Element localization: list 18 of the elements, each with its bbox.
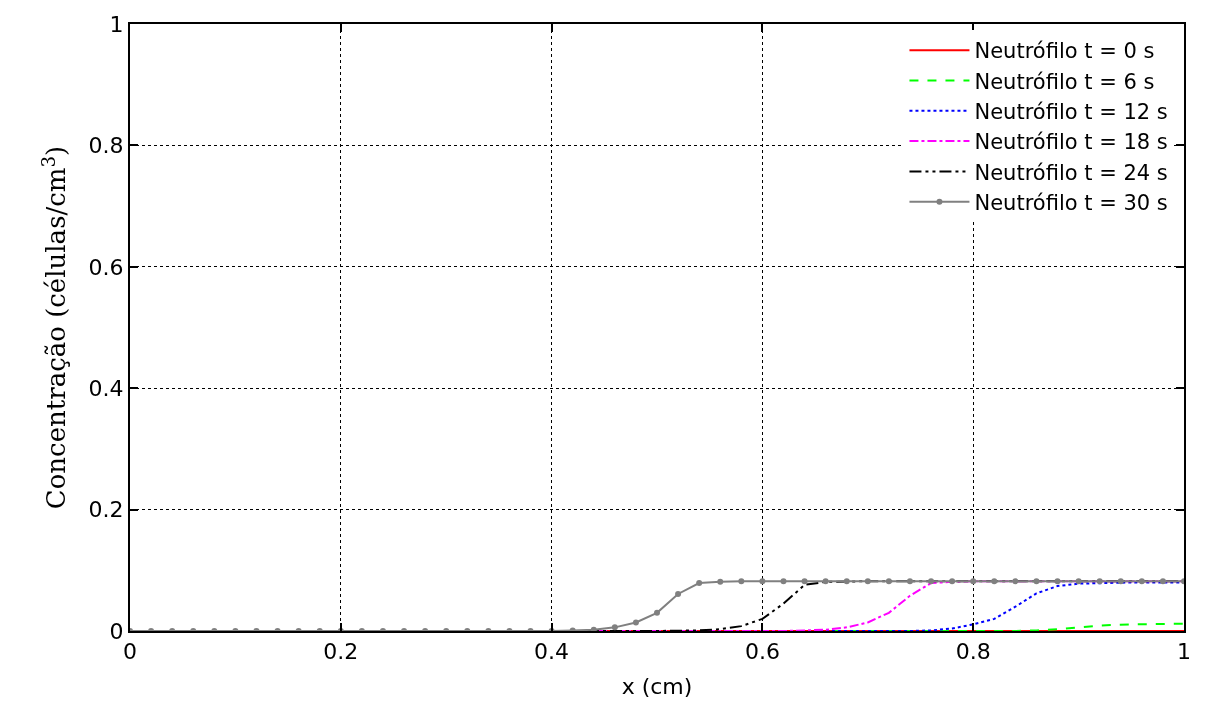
- x-tick-label: 1: [1177, 639, 1191, 665]
- x-tick-label: 0.2: [323, 639, 359, 665]
- y-tick-label: 1: [109, 11, 124, 37]
- y-tick-label: 0.8: [88, 133, 124, 159]
- legend-label: Neutrófilo t = 30 s: [974, 190, 1168, 215]
- y-tick-label: 0.4: [88, 375, 124, 401]
- y-tick-label: 0: [109, 618, 124, 644]
- y-tick-label: 0.6: [88, 254, 124, 280]
- legend-label: Neutrófilo t = 12 s: [974, 100, 1168, 125]
- legend-label: Neutrófilo t = 6 s: [974, 69, 1155, 94]
- x-tick-label: 0.4: [534, 639, 570, 665]
- x-tick-label: 0.8: [955, 639, 991, 665]
- legend-label: Neutrófilo t = 0 s: [974, 39, 1155, 64]
- y-tick-label: 0.2: [88, 497, 124, 523]
- x-tick-label: 0.6: [744, 639, 780, 665]
- legend-label: Neutrófilo t = 24 s: [974, 160, 1168, 185]
- legend-label: Neutrófilo t = 18 s: [974, 130, 1168, 155]
- x-axis-title: x (cm): [621, 673, 693, 699]
